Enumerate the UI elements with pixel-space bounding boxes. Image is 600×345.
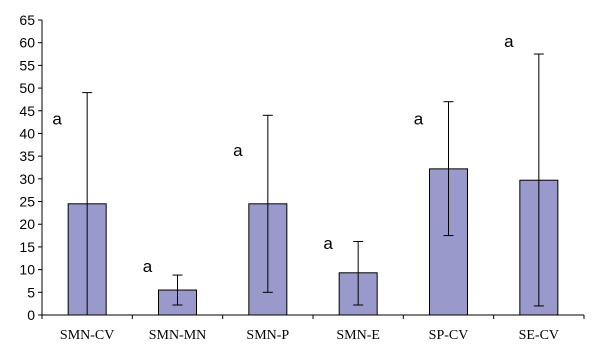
significance-label: a [52,109,62,128]
y-tick-label: 20 [19,216,35,232]
y-tick-label: 45 [19,103,35,119]
x-tick-label: SP-CV [429,328,469,343]
significance-label: a [323,234,333,253]
y-tick-label: 65 [19,12,35,28]
significance-label: a [233,141,243,160]
bars [67,168,559,316]
y-tick-label: 55 [19,57,35,73]
x-tick-label: SMN-CV [60,328,114,343]
y-tick-label: 60 [19,35,35,51]
y-tick-label: 35 [19,148,35,164]
annotations: a a a a a a [52,32,514,276]
y-tick-label: 5 [27,284,35,300]
y-tick-label: 30 [19,171,35,187]
x-tick-label: SMN-P [246,328,289,343]
y-tick-label: 25 [19,194,35,210]
y-tick-label: 10 [19,262,35,278]
significance-label: a [504,32,514,51]
y-axis: 0 5 10 15 20 25 30 35 40 45 50 55 60 65 [19,12,43,323]
error-bars [82,53,544,315]
y-tick-label: 0 [27,307,35,323]
x-tick-label: SE-CV [519,328,559,343]
significance-label: a [143,257,153,276]
significance-label: a [414,109,424,128]
x-tick-label: SMN-E [336,328,380,343]
x-tick-label: SMN-MN [149,328,207,343]
y-tick-label: 40 [19,125,35,141]
y-tick-label: 15 [19,239,35,255]
y-tick-label: 50 [19,80,35,96]
x-axis: SMN-CV SMN-MN SMN-P SMN-E SP-CV SE-CV [41,314,585,343]
